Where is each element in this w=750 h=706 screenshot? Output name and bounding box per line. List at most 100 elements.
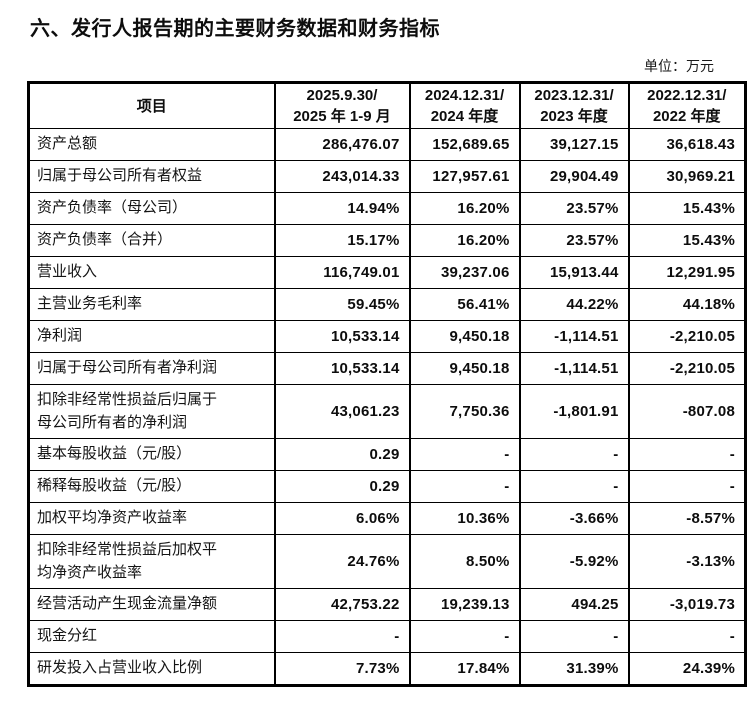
row-label: 加权平均净资产收益率 — [27, 502, 276, 535]
cell-value: 15,913.44 — [518, 256, 630, 289]
table-row: 资产负债率（合并） 15.17% 16.20% 23.57% 15.43% — [27, 224, 747, 257]
cell-value: -3,019.73 — [627, 588, 747, 621]
cell-value: 36,618.43 — [627, 128, 747, 161]
cell-value: -2,210.05 — [627, 320, 747, 353]
cell-value: - — [518, 620, 630, 653]
financial-table: 项目 2025.9.30/ 2025 年 1-9 月 2024.12.31/ 2… — [27, 81, 747, 687]
cell-value: 23.57% — [518, 192, 630, 225]
cell-value: 7.73% — [273, 652, 411, 686]
cell-value: 59.45% — [273, 288, 411, 321]
cell-value: 39,127.15 — [518, 128, 630, 161]
table-row: 扣除非经常性损益后归属于 母公司所有者的净利润 43,061.23 7,750.36… — [27, 384, 747, 439]
unit-label: 单位：万元 — [644, 58, 714, 74]
row-label: 现金分红 — [27, 620, 276, 653]
cell-value: 43,061.23 — [273, 384, 411, 439]
column-header-item: 项目 — [27, 82, 276, 129]
row-label: 归属于母公司所有者净利润 — [27, 352, 276, 385]
header-row: 项目 2025.9.30/ 2025 年 1-9 月 2024.12.31/ 2… — [27, 82, 747, 129]
row-label: 主营业务毛利率 — [27, 288, 276, 321]
cell-value: 17.84% — [408, 652, 521, 686]
table-row: 经营活动产生现金流量净额 42,753.22 19,239.13 494.25 -3,0… — [27, 588, 747, 621]
table-row: 归属于母公司所有者净利润 10,533.14 9,450.18 -1,114.51 -2… — [27, 352, 747, 385]
table-row: 营业收入 116,749.01 39,237.06 15,913.44 12,291.9… — [27, 256, 747, 289]
cell-value: 42,753.22 — [273, 588, 411, 621]
cell-value: 127,957.61 — [408, 160, 521, 193]
table-row: 研发投入占营业收入比例 7.73% 17.84% 31.39% 24.39% — [27, 652, 747, 686]
cell-value: 15.43% — [627, 192, 747, 225]
cell-value: - — [408, 438, 521, 471]
cell-value: - — [627, 470, 747, 503]
cell-value: -1,801.91 — [518, 384, 630, 439]
row-label: 资产负债率（母公司） — [27, 192, 276, 225]
row-label: 净利润 — [27, 320, 276, 353]
table-row: 资产负债率（母公司） 14.94% 16.20% 23.57% 15.43% — [27, 192, 747, 225]
cell-value: 56.41% — [408, 288, 521, 321]
cell-value: 0.29 — [273, 470, 411, 503]
cell-value: - — [518, 470, 630, 503]
table-row: 基本每股收益（元/股） 0.29- - - — [27, 438, 747, 471]
table-header: 项目 2025.9.30/ 2025 年 1-9 月 2024.12.31/ 2… — [27, 82, 747, 129]
row-label: 归属于母公司所有者权益 — [27, 160, 276, 193]
column-header-2022: 2022.12.31/ 2022 年度 — [627, 82, 747, 129]
cell-value: 29,904.49 — [518, 160, 630, 193]
table-row: 资产总额 286,476.07 152,689.65 39,127.15 36,618.… — [27, 128, 747, 161]
cell-value: 15.43% — [627, 224, 747, 257]
cell-value: 44.22% — [518, 288, 630, 321]
cell-value: 8.50% — [408, 534, 521, 589]
column-header-2023: 2023.12.31/ 2023 年度 — [518, 82, 630, 129]
cell-value: 10.36% — [408, 502, 521, 535]
table-body: 资产总额 286,476.07 152,689.65 39,127.15 36,618.… — [27, 128, 747, 686]
cell-value: - — [518, 438, 630, 471]
cell-value: 243,014.33 — [273, 160, 411, 193]
row-label: 资产总额 — [27, 128, 276, 161]
cell-value: 30,969.21 — [627, 160, 747, 193]
cell-value: -5.92% — [518, 534, 630, 589]
row-label: 研发投入占营业收入比例 — [27, 652, 276, 686]
cell-value: -1,114.51 — [518, 320, 630, 353]
cell-value: 286,476.07 — [273, 128, 411, 161]
cell-value: 31.39% — [518, 652, 630, 686]
cell-value: 23.57% — [518, 224, 630, 257]
cell-value: - — [627, 620, 747, 653]
cell-value: 14.94% — [273, 192, 411, 225]
cell-value: -2,210.05 — [627, 352, 747, 385]
cell-value: 15.17% — [273, 224, 411, 257]
row-label: 扣除非经常性损益后归属于 母公司所有者的净利润 — [27, 384, 276, 439]
cell-value: - — [408, 470, 521, 503]
cell-value: - — [408, 620, 521, 653]
cell-value: -3.13% — [627, 534, 747, 589]
table-row: 稀释每股收益（元/股） 0.29- - - — [27, 470, 747, 503]
cell-value: 6.06% — [273, 502, 411, 535]
table-row: 加权平均净资产收益率 6.06% 10.36% -3.66% -8.57% — [27, 502, 747, 535]
cell-value: -1,114.51 — [518, 352, 630, 385]
table-row: 现金分红 - - - - — [27, 620, 747, 653]
table-row: 净利润 10,533.14 9,450.18 -1,114.51 -2,210.05 — [27, 320, 747, 353]
cell-value: - — [273, 620, 411, 653]
cell-value: 0.29 — [273, 438, 411, 471]
row-label: 经营活动产生现金流量净额 — [27, 588, 276, 621]
cell-value: 9,450.18 — [408, 320, 521, 353]
cell-value: 494.25 — [518, 588, 630, 621]
table-row: 归属于母公司所有者权益 243,014.33 127,957.61 29,904.49… — [27, 160, 747, 193]
cell-value: 10,533.14 — [273, 352, 411, 385]
cell-value: 116,749.01 — [273, 256, 411, 289]
cell-value: 44.18% — [627, 288, 747, 321]
row-label: 资产负债率（合并） — [27, 224, 276, 257]
row-label: 稀释每股收益（元/股） — [27, 470, 276, 503]
cell-value: 12,291.95 — [627, 256, 747, 289]
cell-value: 16.20% — [408, 192, 521, 225]
cell-value: 16.20% — [408, 224, 521, 257]
cell-value: 19,239.13 — [408, 588, 521, 621]
cell-value: 24.76% — [273, 534, 411, 589]
column-header-2024: 2024.12.31/ 2024 年度 — [408, 82, 521, 129]
cell-value: 9,450.18 — [408, 352, 521, 385]
cell-value: -807.08 — [627, 384, 747, 439]
page-title: 六、发行人报告期的主要财务数据和财务指标 — [30, 18, 440, 40]
row-label: 营业收入 — [27, 256, 276, 289]
column-header-2025: 2025.9.30/ 2025 年 1-9 月 — [273, 82, 411, 129]
cell-value: 10,533.14 — [273, 320, 411, 353]
cell-value: - — [627, 438, 747, 471]
table-row: 扣除非经常性损益后加权平 均净资产收益率 24.76% 8.50% -5.92% -3.… — [27, 534, 747, 589]
cell-value: -3.66% — [518, 502, 630, 535]
